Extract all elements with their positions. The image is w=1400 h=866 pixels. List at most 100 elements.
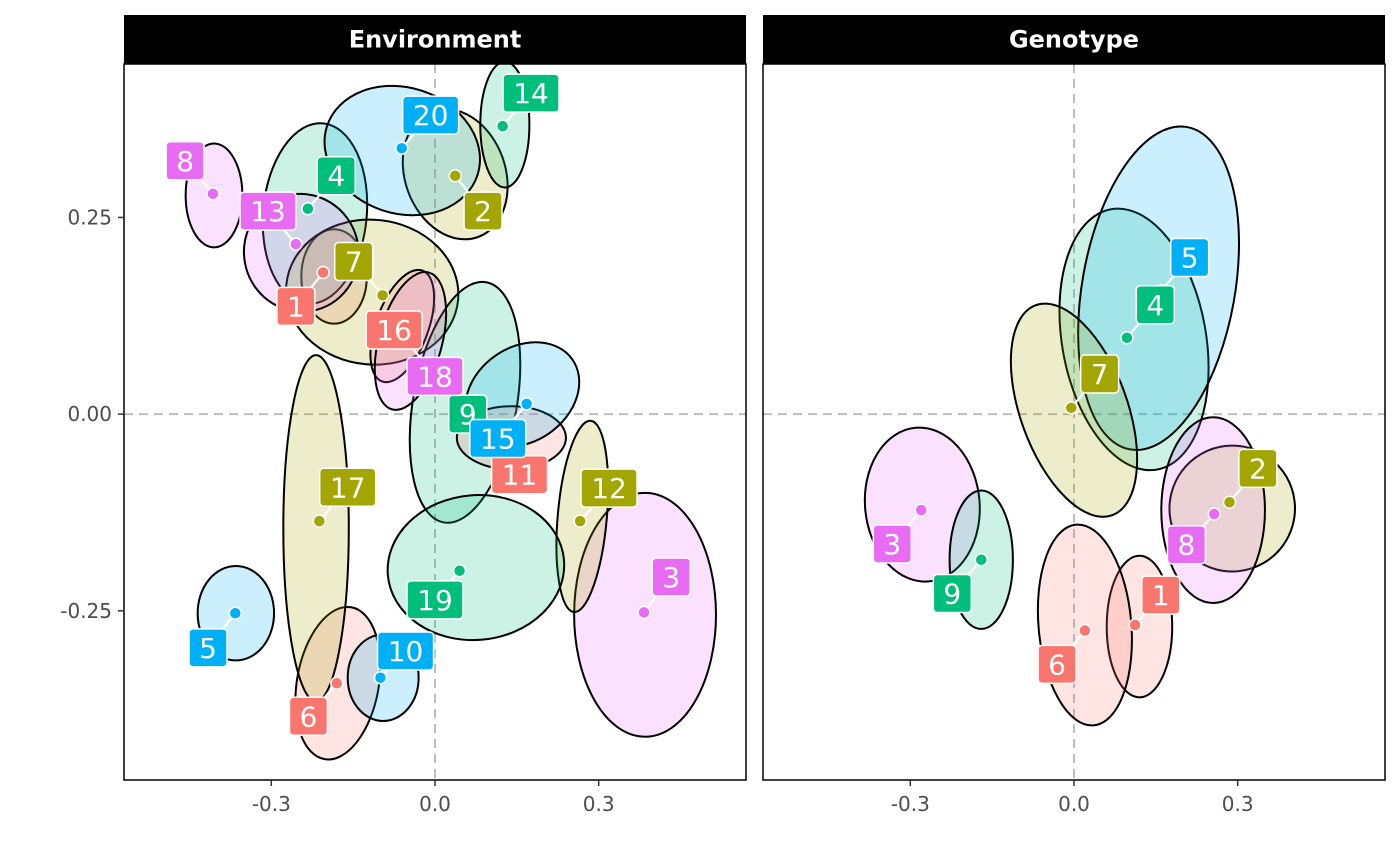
point-label-box bbox=[580, 468, 638, 508]
point-label-box bbox=[1166, 524, 1207, 565]
point-label-box bbox=[651, 557, 692, 597]
data-point bbox=[1064, 401, 1079, 415]
point-label: 1 bbox=[1141, 575, 1181, 615]
point-label: 12 bbox=[580, 468, 638, 508]
data-point bbox=[312, 514, 327, 528]
point-label-text: 2 bbox=[474, 195, 492, 228]
point-label: 3 bbox=[651, 557, 692, 597]
point-label: 1 bbox=[276, 286, 316, 327]
point-label-text: 4 bbox=[1146, 289, 1164, 322]
point-label-box bbox=[288, 696, 329, 737]
point-label-text: 12 bbox=[591, 472, 627, 505]
point-label-text: 7 bbox=[345, 245, 363, 278]
data-point bbox=[495, 119, 510, 133]
data-point bbox=[1120, 331, 1134, 345]
point-label-text: 8 bbox=[1177, 529, 1195, 562]
data-point bbox=[206, 187, 220, 201]
point-label-text: 17 bbox=[330, 471, 366, 504]
point-label: 6 bbox=[288, 696, 329, 737]
data-point bbox=[448, 168, 462, 183]
point-label-text: 18 bbox=[417, 360, 453, 393]
data-point bbox=[1078, 623, 1092, 638]
point-label-text: 5 bbox=[199, 632, 217, 665]
point-label-box bbox=[365, 310, 423, 350]
point-label-text: 16 bbox=[376, 314, 412, 347]
data-point bbox=[573, 514, 587, 528]
x-tick-label: 0.3 bbox=[1222, 792, 1254, 816]
point-label: 17 bbox=[318, 467, 377, 508]
y-axis: 0.25 0.00 -0.25 bbox=[60, 205, 124, 623]
point-label-text: 1 bbox=[287, 290, 305, 323]
point-label: 7 bbox=[1079, 354, 1120, 394]
point-label-text: 7 bbox=[1091, 358, 1109, 391]
point-label-box bbox=[1141, 575, 1181, 615]
point-label-box bbox=[188, 628, 228, 668]
point-label-box bbox=[1135, 285, 1176, 325]
point-label-box bbox=[1079, 354, 1120, 394]
data-point bbox=[394, 141, 409, 155]
point-label: 10 bbox=[376, 631, 435, 671]
x-tick-label: 0.0 bbox=[419, 792, 451, 816]
point-label-box bbox=[333, 241, 374, 282]
point-label: 5 bbox=[1169, 237, 1210, 278]
strip-label: Genotype bbox=[1009, 26, 1139, 54]
point-label: 13 bbox=[239, 191, 297, 231]
point-label-text: 5 bbox=[1181, 242, 1199, 275]
point-label-box bbox=[872, 524, 913, 564]
point-label: 8 bbox=[1166, 524, 1207, 565]
point-label-text: 13 bbox=[250, 195, 286, 228]
data-point bbox=[974, 552, 988, 567]
y-tick-label: -0.25 bbox=[60, 599, 112, 623]
x-tick-label: 0.3 bbox=[583, 792, 615, 816]
point-label-box bbox=[401, 95, 460, 135]
point-label-text: 14 bbox=[513, 77, 549, 110]
data-point bbox=[373, 670, 388, 685]
data-point bbox=[452, 563, 467, 578]
point-label-text: 11 bbox=[502, 459, 538, 492]
point-label-box bbox=[376, 631, 435, 671]
point-label: 20 bbox=[401, 95, 460, 135]
data-point bbox=[228, 606, 243, 620]
point-label-text: 2 bbox=[1249, 452, 1267, 485]
point-label: 18 bbox=[406, 356, 464, 397]
point-label-box bbox=[276, 286, 316, 327]
point-label-text: 20 bbox=[413, 99, 449, 132]
point-label-box bbox=[406, 356, 464, 397]
strip-background bbox=[763, 15, 1385, 64]
strip-background bbox=[124, 15, 746, 64]
point-label: 2 bbox=[463, 191, 503, 231]
data-point bbox=[1207, 507, 1221, 521]
point-label: 3 bbox=[872, 524, 913, 564]
ellipse-group-B bbox=[282, 354, 350, 703]
data-point bbox=[316, 265, 330, 280]
point-label: 7 bbox=[333, 241, 374, 282]
data-point bbox=[914, 503, 928, 517]
point-label-text: 1 bbox=[1152, 579, 1170, 612]
point-label: 5 bbox=[188, 628, 228, 668]
point-label-text: 6 bbox=[1048, 648, 1066, 681]
point-label: 6 bbox=[1037, 644, 1077, 685]
point-label-box bbox=[502, 73, 560, 113]
point-label-box bbox=[239, 191, 297, 231]
point-label: 8 bbox=[165, 141, 205, 181]
x-axis-genotype: -0.3 0.0 0.3 bbox=[891, 780, 1254, 816]
point-label: 14 bbox=[502, 73, 560, 113]
point-label: 19 bbox=[406, 580, 464, 620]
point-label: 16 bbox=[365, 310, 423, 350]
point-label: 2 bbox=[1238, 448, 1278, 489]
x-tick-label: 0.0 bbox=[1058, 792, 1090, 816]
point-label-text: 4 bbox=[327, 160, 345, 193]
data-point bbox=[637, 605, 651, 620]
data-point bbox=[330, 676, 344, 690]
point-label-box bbox=[406, 580, 464, 620]
x-axis-environment: -0.3 0.0 0.3 bbox=[252, 780, 615, 816]
y-tick-label: 0.00 bbox=[67, 402, 112, 426]
point-label: 9 bbox=[932, 573, 973, 614]
data-point bbox=[301, 202, 315, 216]
x-tick-label: -0.3 bbox=[891, 792, 930, 816]
data-point bbox=[1128, 618, 1142, 632]
point-label-text: 15 bbox=[480, 423, 516, 456]
point-label-text: 3 bbox=[883, 528, 901, 561]
